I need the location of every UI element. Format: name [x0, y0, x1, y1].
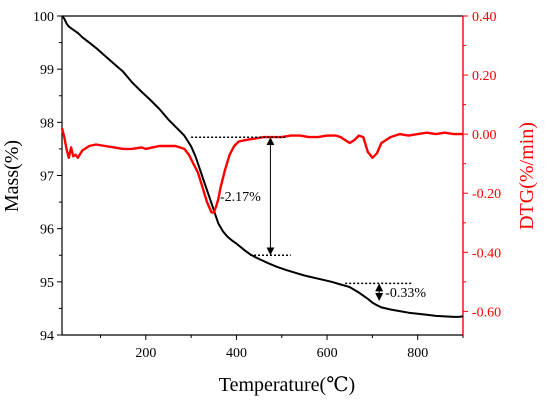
- y-tick-label: 100: [33, 10, 54, 25]
- x-tick-label: 600: [317, 346, 338, 361]
- y2-tick-label: 0.00: [472, 128, 497, 143]
- y2-tick-label: -0.60: [472, 305, 501, 320]
- annotation-label: -2.17%: [220, 190, 261, 205]
- y2-tick-label: 0.40: [472, 10, 497, 25]
- x-axis-title: Temperature(℃): [219, 374, 355, 396]
- x-tick-label: 400: [226, 346, 247, 361]
- y-tick-label: 98: [40, 116, 54, 131]
- right-axis-title: DTG(%/min): [516, 122, 538, 230]
- x-tick-label: 200: [135, 346, 156, 361]
- y2-tick-label: 0.20: [472, 69, 497, 84]
- y-tick-label: 96: [40, 223, 54, 238]
- x-tick-label: 800: [407, 346, 428, 361]
- y2-tick-label: -0.20: [472, 187, 501, 202]
- y-tick-label: 94: [40, 329, 54, 344]
- dtg-curve: [60, 127, 463, 214]
- y-tick-label: 97: [40, 170, 54, 185]
- y-axis-title: Mass(%): [1, 140, 23, 212]
- annotation-label: -0.33%: [385, 286, 426, 301]
- y-tick-label: 99: [40, 63, 54, 78]
- y-tick-label: 95: [40, 276, 54, 291]
- mass-curve: [61, 15, 464, 318]
- y2-tick-label: -0.40: [472, 246, 501, 261]
